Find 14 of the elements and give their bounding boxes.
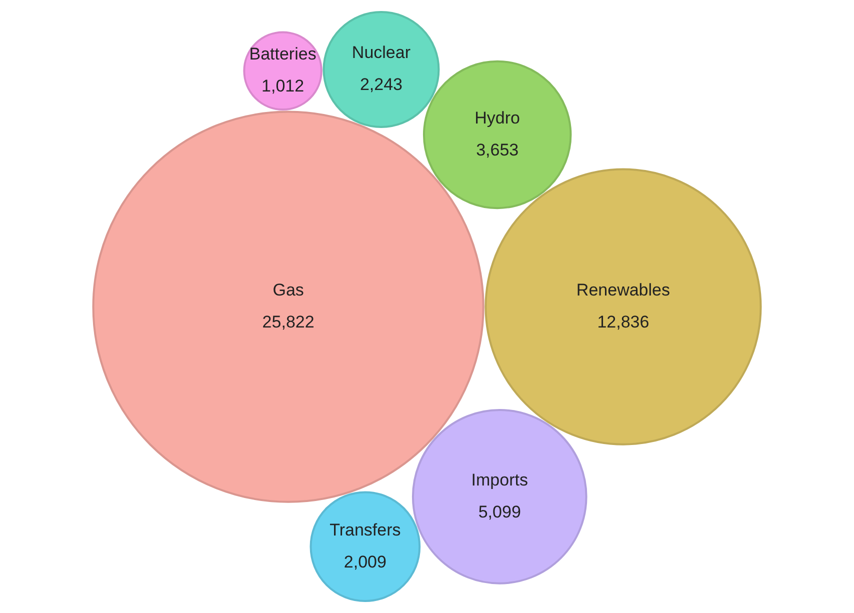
data-label: 2,243 xyxy=(360,75,402,94)
data-label: 1,012 xyxy=(262,76,304,96)
data-label: 25,822 xyxy=(262,312,314,332)
data-label: 3,653 xyxy=(476,140,519,160)
category-label: Hydro xyxy=(474,108,520,128)
category-label: Gas xyxy=(272,280,304,300)
data-label: 2,009 xyxy=(344,552,386,572)
data-label: 5,099 xyxy=(478,502,521,522)
category-label: Imports xyxy=(471,470,528,490)
category-label: Nuclear xyxy=(352,43,411,62)
data-label: 12,836 xyxy=(597,312,650,332)
category-label: Transfers xyxy=(330,520,401,540)
category-label: Renewables xyxy=(576,280,670,300)
category-label: Batteries xyxy=(249,44,316,64)
